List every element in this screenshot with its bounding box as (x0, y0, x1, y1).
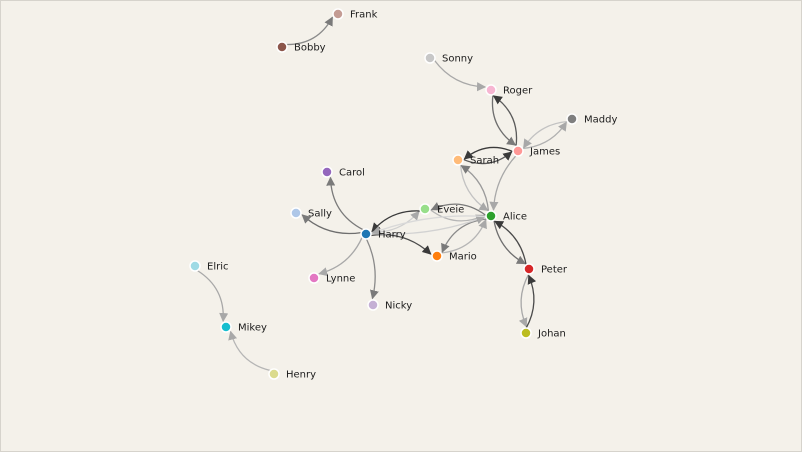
edge-harry-to-sally (301, 214, 362, 235)
node-label-eveie: Eveie (437, 205, 464, 216)
node-circle-maddy[interactable] (566, 113, 578, 125)
node-bobby[interactable]: Bobby (276, 41, 326, 54)
edge-sonny-to-roger (433, 59, 487, 92)
edge-mario-to-alice (440, 219, 487, 254)
edge-harry-to-lynne (318, 236, 363, 277)
node-label-harry: Harry (378, 230, 406, 241)
node-circle-alice[interactable] (485, 210, 497, 222)
edge-elric-to-mikey (196, 269, 229, 323)
node-circle-sally[interactable] (290, 207, 302, 219)
node-circle-mario[interactable] (431, 250, 443, 262)
node-frank[interactable]: Frank (332, 8, 378, 21)
node-james[interactable]: James (512, 145, 560, 158)
node-mario[interactable]: Mario (431, 250, 477, 263)
edge-alice-to-sarah (460, 165, 490, 212)
node-peter[interactable]: Peter (523, 263, 568, 276)
edge-maddy-to-james (523, 120, 568, 149)
edge-james-to-maddy (522, 121, 567, 150)
node-circle-sarah[interactable] (452, 154, 464, 166)
edge-henry-to-mikey (228, 330, 271, 372)
node-circle-henry[interactable] (268, 368, 280, 380)
node-label-sarah: Sarah (470, 156, 499, 167)
edges-layer (196, 16, 568, 372)
edge-james-to-alice (489, 155, 517, 211)
node-nicky[interactable]: Nicky (367, 299, 412, 312)
node-roger[interactable]: Roger (485, 84, 533, 97)
node-label-peter: Peter (541, 265, 568, 276)
node-label-nicky: Nicky (385, 301, 412, 312)
edge-peter-to-johan (518, 273, 530, 328)
edge-harry-to-carol (326, 176, 364, 231)
node-sarah[interactable]: Sarah (452, 154, 499, 167)
node-label-frank: Frank (350, 10, 378, 21)
edge-james-to-sarah (463, 146, 514, 160)
node-circle-eveie[interactable] (419, 203, 431, 215)
node-eveie[interactable]: Eveie (419, 203, 464, 216)
node-sally[interactable]: Sally (290, 207, 332, 220)
node-circle-harry[interactable] (360, 228, 372, 240)
node-label-james: James (529, 147, 560, 158)
node-harry[interactable]: Harry (360, 228, 406, 241)
node-label-roger: Roger (503, 86, 533, 97)
node-circle-bobby[interactable] (276, 41, 288, 53)
node-circle-frank[interactable] (332, 8, 344, 20)
node-johan[interactable]: Johan (520, 327, 566, 340)
node-circle-elric[interactable] (189, 260, 201, 272)
node-label-carol: Carol (339, 168, 365, 179)
node-label-elric: Elric (207, 262, 228, 273)
node-label-mario: Mario (449, 252, 477, 263)
node-lynne[interactable]: Lynne (308, 272, 355, 285)
node-circle-johan[interactable] (520, 327, 532, 339)
node-sonny[interactable]: Sonny (424, 52, 473, 65)
edge-sarah-to-james (462, 151, 513, 165)
node-henry[interactable]: Henry (268, 368, 316, 381)
node-circle-carol[interactable] (321, 166, 333, 178)
edge-alice-to-peter (493, 219, 526, 265)
node-label-alice: Alice (503, 212, 527, 223)
node-label-sonny: Sonny (442, 54, 473, 65)
node-label-lynne: Lynne (326, 274, 355, 285)
node-circle-james[interactable] (512, 145, 524, 157)
edge-roger-to-james (491, 94, 517, 146)
node-label-henry: Henry (286, 370, 316, 381)
node-circle-nicky[interactable] (367, 299, 379, 311)
edge-alice-to-eveie (430, 202, 487, 217)
edge-peter-to-alice (494, 220, 527, 266)
node-circle-sonny[interactable] (424, 52, 436, 64)
node-label-johan: Johan (537, 329, 566, 340)
node-circle-lynne[interactable] (308, 272, 320, 284)
node-label-maddy: Maddy (584, 115, 617, 126)
node-circle-roger[interactable] (485, 84, 497, 96)
edge-bobby-to-frank (286, 16, 333, 46)
node-mikey[interactable]: Mikey (220, 321, 267, 334)
edge-harry-to-mario (370, 234, 432, 255)
edge-harry-to-alice (370, 215, 486, 235)
nodes-layer: Frank Bobby Sonny Roger Maddy James Sarah Carol… (189, 8, 617, 381)
edge-harry-to-nicky (365, 238, 379, 300)
edge-johan-to-peter (525, 274, 537, 329)
node-circle-peter[interactable] (523, 263, 535, 275)
node-label-mikey: Mikey (238, 323, 267, 334)
edge-james-to-roger (492, 95, 518, 147)
node-label-bobby: Bobby (294, 43, 326, 54)
node-alice[interactable]: Alice (485, 210, 527, 223)
node-circle-mikey[interactable] (220, 321, 232, 333)
node-maddy[interactable]: Maddy (566, 113, 617, 126)
node-carol[interactable]: Carol (321, 166, 365, 179)
node-label-sally: Sally (308, 209, 332, 220)
node-elric[interactable]: Elric (189, 260, 228, 273)
edge-sarah-to-alice (459, 164, 489, 211)
edge-alice-to-harry (371, 215, 487, 235)
